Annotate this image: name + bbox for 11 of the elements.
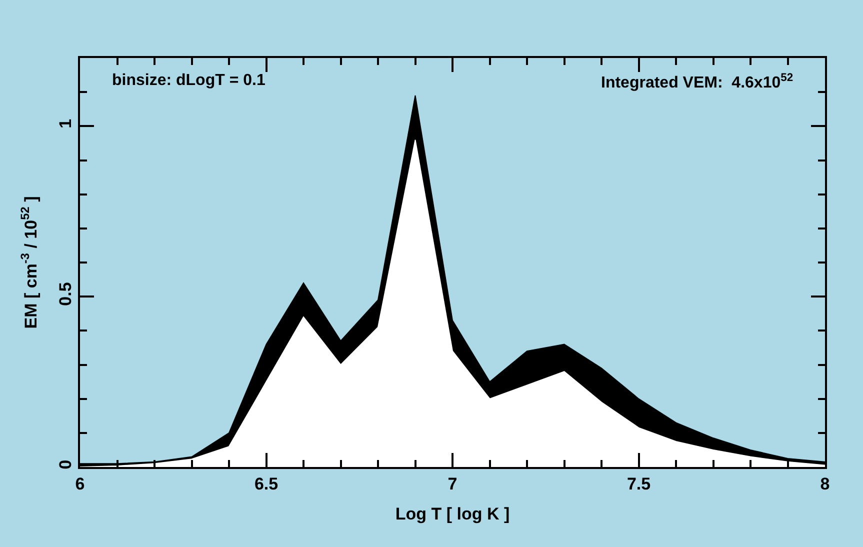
annotation: binsize: dLogT = 0.1 <box>112 72 266 89</box>
y-tick-label: 0.5 <box>56 282 76 306</box>
x-tick-label: 7 <box>448 474 458 494</box>
x-tick-label: 7.5 <box>626 474 651 494</box>
annotation: Integrated VEM: 4.6x10$^{52}$ <box>601 72 794 92</box>
x-tick-label: 6.5 <box>254 474 278 494</box>
x-tick-label: 8 <box>820 474 830 494</box>
y-tick-label: 0 <box>56 460 76 470</box>
x-tick-label: 6 <box>75 474 85 494</box>
x-axis-title: Log T [ log K ] <box>395 504 510 524</box>
y-tick-label: 1 <box>56 118 76 128</box>
